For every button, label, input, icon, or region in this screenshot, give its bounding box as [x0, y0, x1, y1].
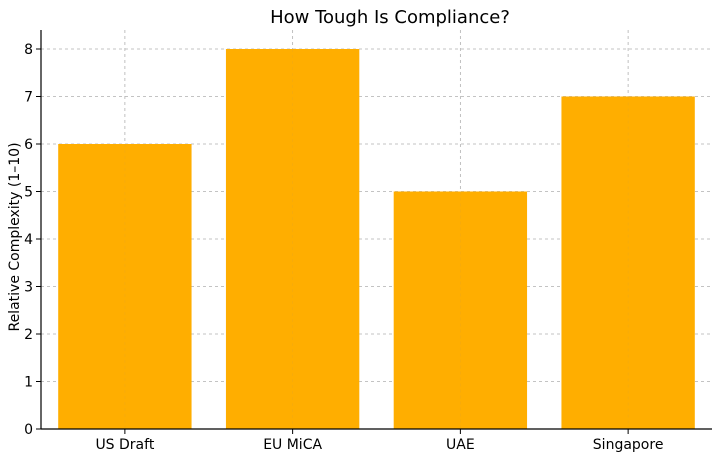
y-tick-label: 7	[24, 90, 33, 106]
y-tick-label: 4	[24, 232, 33, 248]
y-tick-label: 6	[24, 137, 33, 153]
tick-layer: 0 1 2 3 4 5 6 7 8 US Draft EU MiCA UAE Singapore	[24, 42, 663, 453]
y-tick-label: 8	[24, 42, 33, 58]
bar	[58, 144, 192, 429]
y-tick-label: 2	[24, 327, 33, 343]
x-tick-label: EU MiCA	[263, 437, 322, 453]
bar	[225, 49, 360, 429]
y-tick-label: 3	[24, 280, 33, 296]
bar-layer	[58, 49, 695, 429]
y-axis-label: Relative Complexity (1–10)	[7, 142, 23, 331]
chart-title: How Tough Is Compliance?	[270, 7, 510, 28]
y-tick-label: 1	[24, 375, 33, 391]
x-tick-label: UAE	[446, 437, 475, 453]
x-tick-label: Singapore	[593, 437, 664, 453]
y-tick-label: 5	[24, 185, 33, 201]
x-tick-label: US Draft	[95, 437, 154, 453]
bar	[393, 191, 528, 429]
y-tick-label: 0	[24, 422, 33, 438]
bar	[561, 96, 695, 429]
